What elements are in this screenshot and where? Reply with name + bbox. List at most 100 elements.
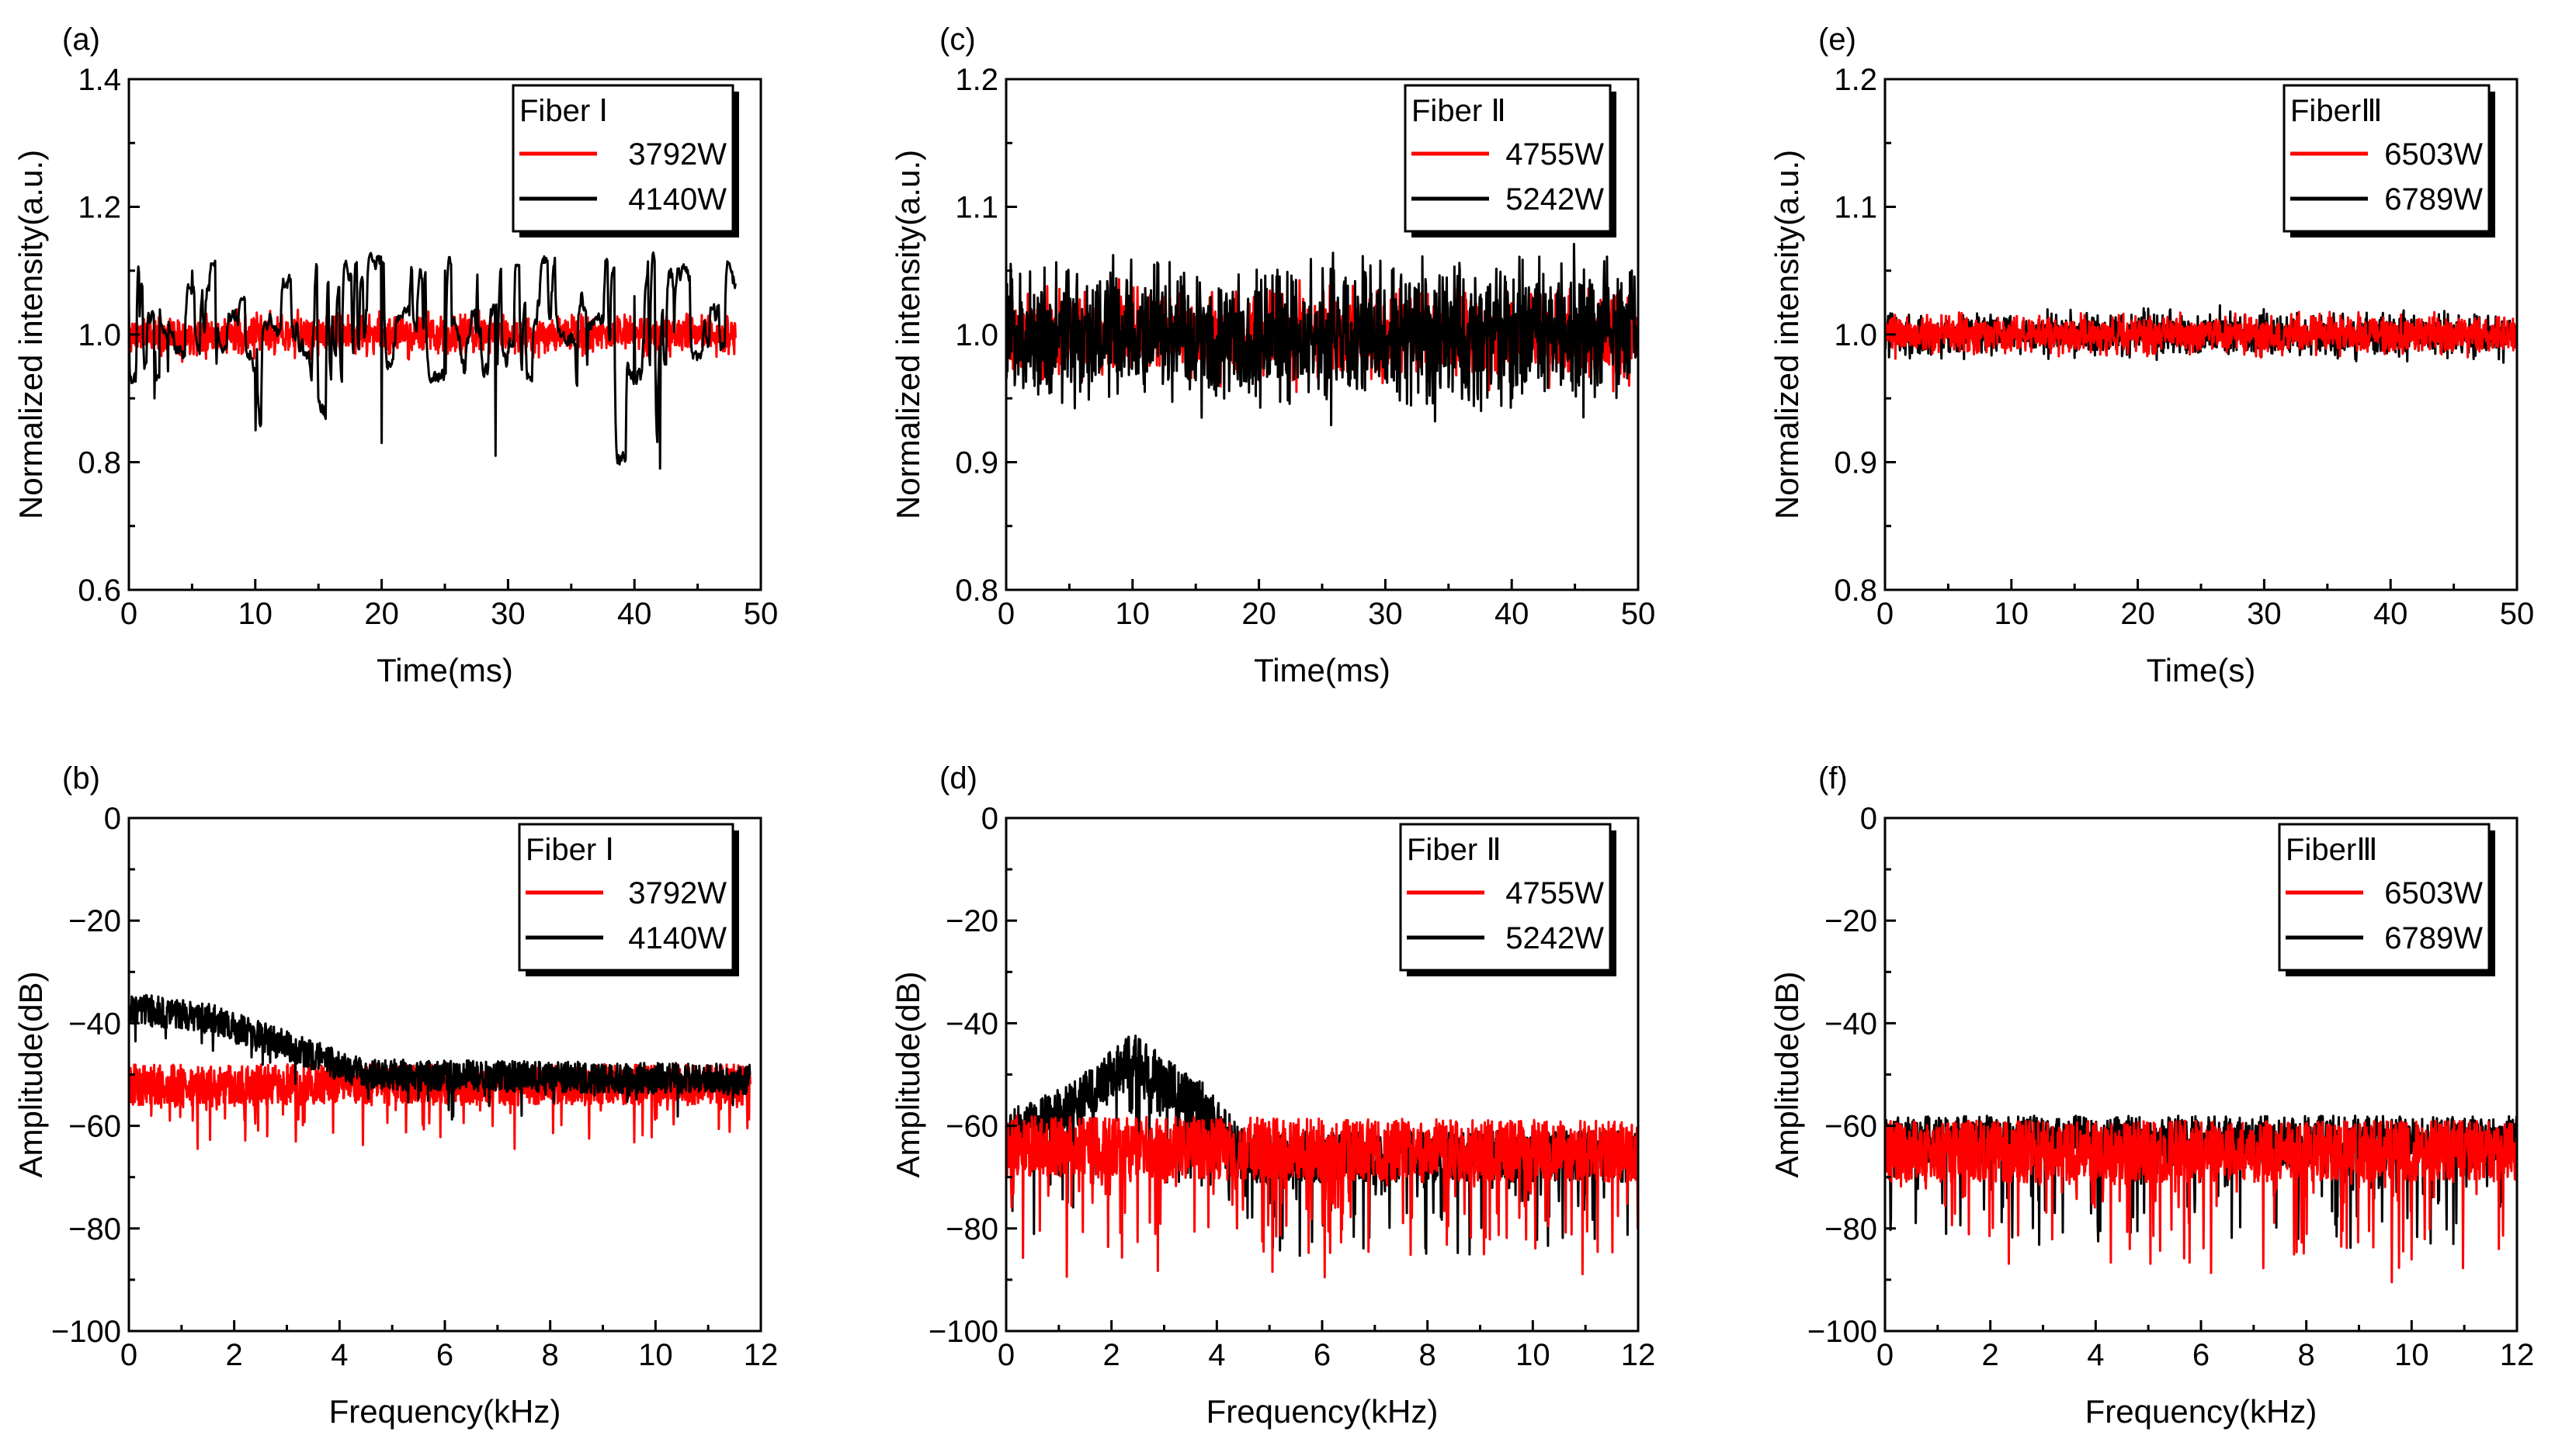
series-group — [1885, 304, 2517, 364]
legend: Fiber Ⅰ 3792W 4140W — [512, 84, 739, 237]
y-tick-label: 1.1 — [955, 191, 998, 225]
legend-box — [518, 823, 734, 972]
series-group — [1885, 818, 2517, 1284]
y-tick-label: −40 — [1824, 1007, 1877, 1041]
x-tick-label: 0 — [1876, 597, 1894, 631]
y-tick-label: 1.2 — [78, 191, 121, 225]
legend-title: Fiber Ⅰ — [526, 833, 614, 867]
y-tick-label: −100 — [51, 1315, 121, 1349]
x-tick-label: 50 — [744, 597, 779, 631]
x-tick-label: 50 — [1621, 597, 1656, 631]
y-tick-label: −20 — [946, 904, 998, 938]
y-tick-label: 0 — [1860, 802, 1877, 836]
y-axis-title: Normalized intensity(a.u.) — [1769, 150, 1805, 519]
panel-f: 0 2 4 6 8 10 12 −100 −80 −60 −40 −20 0 Frequency(kHz)… — [1769, 761, 2534, 1430]
y-axis-title: Amplitude(dB) — [1769, 971, 1805, 1177]
y-tick-label: −60 — [1824, 1110, 1877, 1144]
legend-entry: 5242W — [1505, 182, 1604, 217]
y-tick-label: 1.1 — [1834, 191, 1877, 225]
legend-title: FiberⅢ — [2290, 94, 2383, 128]
x-tick-label: 0 — [120, 597, 137, 631]
x-tick-label: 10 — [1116, 597, 1151, 631]
x-tick-label: 40 — [1494, 597, 1529, 631]
legend-entry: 4755W — [1505, 876, 1604, 910]
x-axis-title: Frequency(kHz) — [2085, 1393, 2317, 1430]
legend-box — [512, 84, 734, 233]
legend-entry: 4755W — [1505, 137, 1604, 172]
legend-title: FiberⅢ — [2286, 833, 2378, 867]
y-tick-label: 1.2 — [955, 63, 998, 97]
legend-entry: 3792W — [628, 137, 727, 172]
y-axis-title: Amplitude(dB) — [890, 971, 926, 1177]
x-tick-label: 0 — [998, 597, 1015, 631]
y-tick-label: 0.8 — [78, 446, 121, 480]
y-tick-label: −80 — [946, 1212, 998, 1246]
y-tick-label: 0.9 — [955, 446, 998, 480]
x-tick-label: 4 — [2087, 1338, 2104, 1372]
panel-a: 0 10 20 30 40 50 0.6 0.8 1.0 1.2 1.4 Time(ms) Normal… — [12, 23, 778, 688]
legend-entry: 4140W — [628, 182, 727, 217]
x-tick-label: 40 — [2373, 597, 2408, 631]
y-tick-label: −80 — [68, 1212, 121, 1246]
legend-box — [1404, 84, 1612, 233]
series-4140W — [129, 879, 752, 1121]
x-axis-title: Time(ms) — [377, 652, 513, 688]
x-tick-label: 6 — [436, 1338, 453, 1372]
legend-title: Fiber Ⅰ — [519, 94, 608, 128]
legend-entry: 4140W — [628, 921, 727, 955]
legend-title: Fiber Ⅱ — [1411, 94, 1506, 128]
y-tick-label: 1.0 — [1834, 318, 1877, 352]
panel-label: (e) — [1818, 23, 1856, 57]
x-tick-label: 2 — [226, 1338, 243, 1372]
x-tick-label: 10 — [1994, 597, 2029, 631]
y-axis-title: Normalized intensity(a.u.) — [890, 150, 926, 519]
x-axis-title: Time(ms) — [1254, 652, 1390, 688]
y-tick-label: −20 — [1824, 904, 1877, 938]
y-tick-label: −100 — [1807, 1315, 1877, 1349]
x-tick-label: 30 — [491, 597, 526, 631]
y-tick-label: −100 — [929, 1315, 998, 1349]
y-tick-label: 1.2 — [1834, 63, 1877, 97]
x-tick-label: 20 — [1241, 597, 1276, 631]
x-tick-label: 10 — [2394, 1338, 2429, 1372]
y-axis-title: Normalized intensity(a.u.) — [12, 150, 49, 519]
x-tick-label: 10 — [638, 1338, 673, 1372]
x-tick-label: 6 — [2192, 1338, 2210, 1372]
series-group — [1006, 242, 1638, 427]
legend-title: Fiber Ⅱ — [1407, 833, 1501, 867]
legend-box — [2282, 84, 2491, 233]
x-tick-label: 8 — [2298, 1338, 2315, 1372]
x-tick-label: 0 — [1876, 1338, 1894, 1372]
y-tick-label: 1.0 — [78, 318, 121, 352]
legend-box — [2278, 823, 2491, 972]
x-tick-label: 12 — [2500, 1338, 2535, 1372]
x-axis-title: Frequency(kHz) — [1206, 1393, 1439, 1430]
series-6503W — [1885, 310, 2517, 360]
panel-label: (b) — [62, 761, 100, 796]
y-tick-label: 0.8 — [955, 574, 998, 608]
legend: Fiber Ⅰ 3792W 4140W — [518, 823, 739, 976]
legend-entry: 6503W — [2384, 137, 2483, 172]
y-tick-label: 0.6 — [78, 574, 121, 608]
x-tick-label: 12 — [1621, 1338, 1656, 1372]
x-tick-label: 20 — [364, 597, 399, 631]
series-group — [129, 251, 737, 470]
x-tick-label: 30 — [1368, 597, 1403, 631]
y-tick-label: −80 — [1824, 1212, 1877, 1246]
y-tick-label: 0.9 — [1834, 446, 1877, 480]
panel-label: (c) — [939, 23, 976, 57]
x-tick-label: 6 — [1314, 1338, 1331, 1372]
x-tick-label: 0 — [998, 1338, 1015, 1372]
legend: Fiber Ⅱ 4755W 5242W — [1404, 84, 1616, 237]
panel-label: (f) — [1818, 761, 1848, 796]
series-group — [129, 879, 752, 1150]
y-tick-label: −20 — [68, 904, 121, 938]
panel-label: (d) — [939, 761, 977, 796]
x-tick-label: 50 — [2500, 597, 2535, 631]
x-axis-title: Frequency(kHz) — [329, 1393, 561, 1430]
x-tick-label: 40 — [617, 597, 652, 631]
y-tick-label: −40 — [68, 1007, 121, 1041]
